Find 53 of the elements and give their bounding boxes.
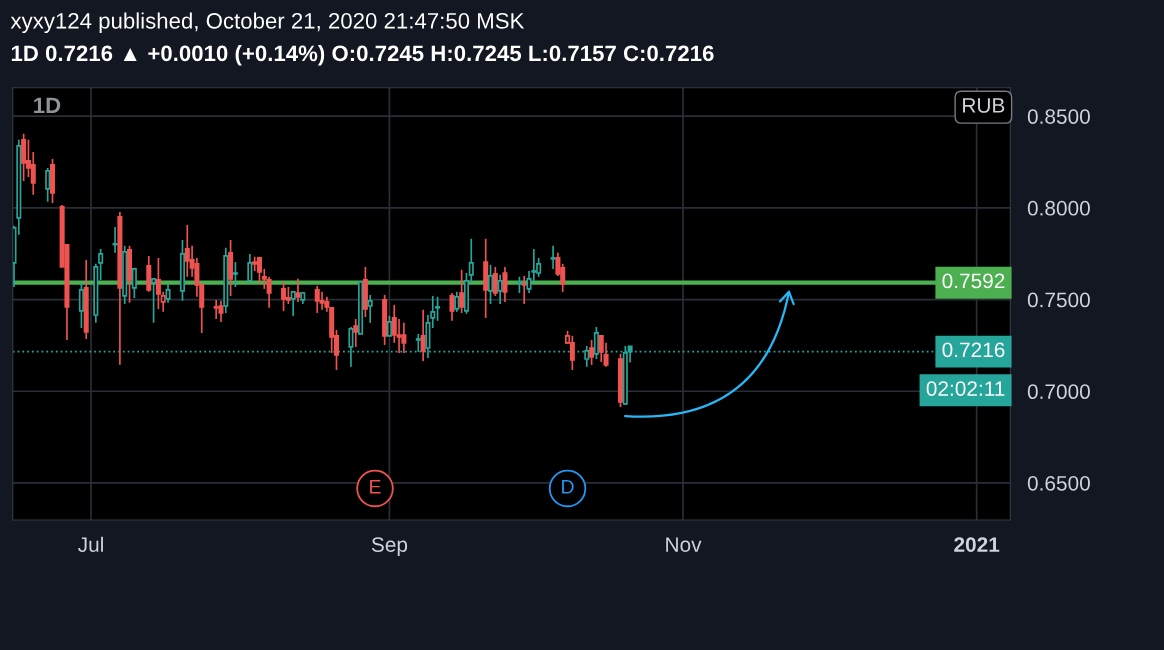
candlestick	[281, 281, 287, 312]
candlestick	[78, 282, 84, 329]
candlestick	[266, 275, 272, 309]
x-tick-label: Sep	[371, 537, 408, 557]
candlestick	[165, 283, 171, 304]
candlestick	[155, 257, 161, 310]
ref-line-label: 0.7592	[942, 273, 1005, 289]
x-tick-label: 2021	[954, 537, 1000, 552]
candlestick	[247, 253, 253, 283]
annotation: RUB	[963, 98, 1005, 113]
candlestick	[290, 290, 296, 317]
y-tick-label: 0.6500	[1027, 475, 1090, 491]
annotation: D	[562, 480, 574, 494]
candlestick	[45, 167, 51, 203]
candlestick	[21, 132, 27, 182]
candlestick	[295, 278, 301, 303]
ref-line-label: 0.7216	[942, 342, 1005, 358]
candlestick	[213, 299, 219, 320]
candlestick	[30, 151, 36, 196]
candlestick	[488, 264, 494, 305]
candlestick	[386, 315, 392, 337]
annotation: 02:02:11	[926, 381, 1005, 396]
candlestick	[449, 292, 455, 322]
candlestick	[502, 266, 508, 303]
candlestick	[151, 278, 157, 324]
candlestick	[232, 261, 238, 288]
candlestick	[593, 326, 599, 360]
candlestick	[589, 339, 595, 366]
candlestick	[598, 334, 604, 363]
candlestick	[353, 318, 359, 348]
annotation: 1D	[34, 97, 61, 113]
y-tick-label: 0.8000	[1027, 200, 1090, 216]
candlestick	[319, 291, 325, 311]
y-tick-label: 0.8500	[1027, 109, 1090, 124]
candlestick	[98, 248, 104, 281]
candlestick	[367, 294, 373, 324]
candlestick	[550, 244, 556, 270]
candlestick	[454, 291, 460, 313]
chart-subtitle: 1D 0.7216 ▲ +0.0010 (+0.14%) O:0.7245 H:0.7245 L:0.7157 C:0.7216	[11, 44, 714, 66]
candlestick	[396, 318, 402, 354]
x-tick-label: Nov	[666, 537, 702, 552]
candlestick	[521, 275, 527, 305]
candlestick	[131, 267, 137, 299]
y-tick-label: 0.7000	[1027, 384, 1090, 400]
candlestick	[401, 322, 407, 354]
chart-title: xyxy124 published, October 21, 2020 21:47:50 MSK	[10, 12, 525, 34]
candlestick	[459, 269, 465, 314]
annotation: E	[370, 480, 381, 494]
y-tick-label: 0.7500	[1027, 292, 1090, 308]
x-tick-label: Jul	[78, 536, 103, 552]
candlestick	[569, 335, 575, 371]
candlestick	[492, 266, 498, 297]
candlestick	[218, 300, 224, 323]
